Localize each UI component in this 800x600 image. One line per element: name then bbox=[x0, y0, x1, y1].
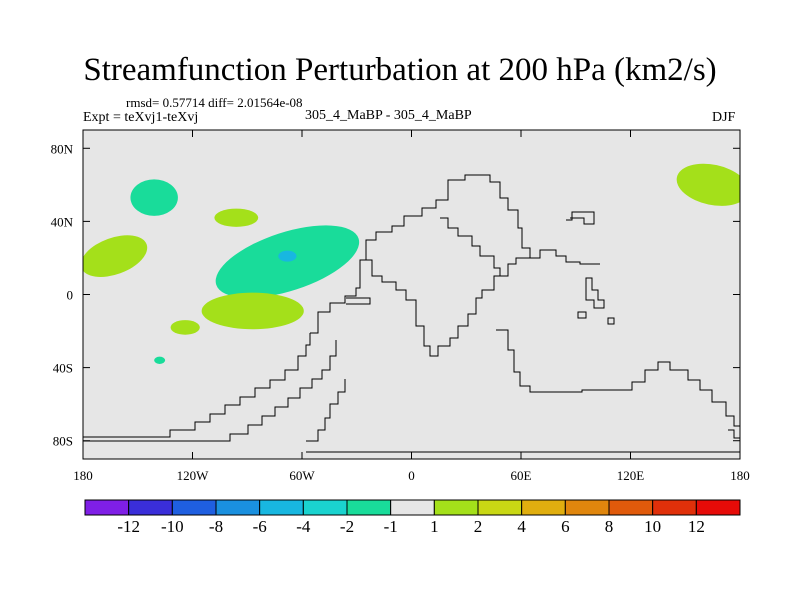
colorbar-swatch bbox=[564, 499, 610, 516]
anomaly-region bbox=[154, 356, 166, 364]
colorbar-label: -1 bbox=[384, 517, 398, 536]
season-label: DJF bbox=[712, 110, 736, 125]
colorbar-swatch bbox=[390, 499, 435, 516]
anomaly-region bbox=[83, 235, 148, 277]
colorbar-swatch bbox=[259, 499, 304, 516]
case-label: 305_4_MaBP - 305_4_MaBP bbox=[305, 108, 472, 123]
colorbar-swatch bbox=[128, 499, 173, 516]
colorbar-swatch bbox=[346, 499, 392, 516]
colorbar-label: 6 bbox=[561, 517, 570, 536]
coastline bbox=[346, 297, 371, 305]
colorbar-label: 2 bbox=[474, 517, 483, 536]
coastline bbox=[310, 174, 600, 334]
x-tick-label: 0 bbox=[408, 468, 415, 483]
x-tick-label: 180 bbox=[730, 468, 750, 483]
coastline bbox=[500, 257, 530, 277]
y-tick-label: 40S bbox=[53, 361, 73, 376]
coastline bbox=[607, 317, 615, 325]
colorbar-swatch bbox=[302, 499, 348, 516]
coastline bbox=[577, 311, 587, 319]
anomaly-region bbox=[214, 208, 259, 227]
x-tick-label: 120W bbox=[177, 468, 210, 483]
x-tick-label: 180 bbox=[73, 468, 93, 483]
anomaly-layer bbox=[83, 163, 740, 364]
experiment-label: Expt = teXvj1-teXvj bbox=[83, 110, 199, 125]
colorbar-swatch bbox=[477, 499, 523, 516]
x-tick-label: 120E bbox=[617, 468, 645, 483]
colorbar-swatch bbox=[608, 499, 654, 516]
y-tick-label: 0 bbox=[67, 288, 74, 303]
colorbar-swatch bbox=[84, 499, 130, 516]
coastline bbox=[83, 340, 337, 442]
colorbar-swatch bbox=[652, 499, 697, 516]
y-tick-label: 40N bbox=[51, 214, 74, 229]
anomaly-region bbox=[676, 163, 740, 206]
colorbar-label: 1 bbox=[430, 517, 439, 536]
axis-ticks: 180 120W 60W 0 60E 120E 180 80N 40N 0 40S 80S bbox=[51, 130, 750, 483]
x-tick-label: 60W bbox=[289, 468, 315, 483]
chart-title: Streamfunction Perturbation at 200 hPa (… bbox=[83, 52, 717, 88]
coastline bbox=[728, 429, 740, 439]
colorbar-swatch bbox=[215, 499, 261, 516]
coastline bbox=[585, 277, 605, 309]
colorbar-label: -10 bbox=[161, 517, 184, 536]
anomaly-region bbox=[201, 292, 304, 330]
colorbar-swatch bbox=[521, 499, 566, 516]
anomaly-region bbox=[215, 225, 360, 298]
y-tick-label: 80N bbox=[51, 141, 74, 156]
colorbar-label: -8 bbox=[209, 517, 223, 536]
coastline bbox=[362, 217, 501, 357]
anomaly-region bbox=[278, 250, 297, 262]
colorbar-swatch bbox=[433, 499, 479, 516]
colorbar-swatch bbox=[695, 499, 741, 516]
colorbar-label: -12 bbox=[117, 517, 140, 536]
colorbar: -12 -10 -8 -6 -4 -2 -1 1 2 4 6 8 10 12 bbox=[84, 499, 741, 536]
x-tick-label: 60E bbox=[511, 468, 532, 483]
coastline bbox=[83, 333, 311, 438]
stats-text: rmsd= 0.57714 diff= 2.01564e-08 bbox=[126, 95, 303, 110]
colorbar-label: -6 bbox=[253, 517, 267, 536]
colorbar-label: -2 bbox=[340, 517, 354, 536]
continent-outlines bbox=[83, 174, 740, 453]
anomaly-region bbox=[170, 320, 200, 335]
map-background bbox=[83, 130, 740, 459]
y-tick-label: 80S bbox=[53, 434, 73, 449]
colorbar-label: 12 bbox=[688, 517, 705, 536]
coastline bbox=[306, 379, 346, 442]
colorbar-label: 8 bbox=[605, 517, 614, 536]
coastline bbox=[566, 211, 595, 225]
colorbar-label: 4 bbox=[517, 517, 526, 536]
colorbar-label: -4 bbox=[296, 517, 311, 536]
anomaly-region bbox=[130, 179, 178, 216]
colorbar-swatch bbox=[171, 499, 217, 516]
coastline bbox=[496, 329, 740, 427]
colorbar-label: 10 bbox=[644, 517, 661, 536]
